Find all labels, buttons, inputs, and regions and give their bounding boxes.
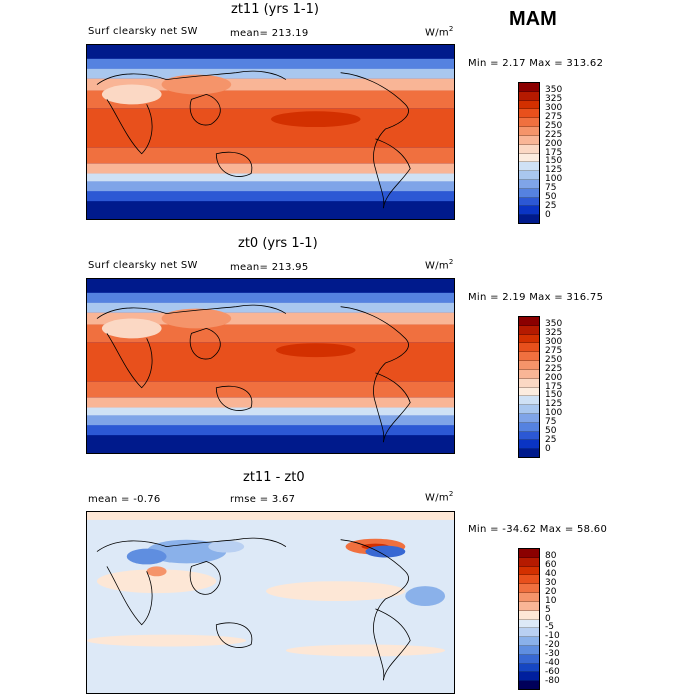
tick-label: 50 — [545, 191, 557, 202]
tick-label: 150 — [545, 390, 563, 401]
tick-label: 80 — [545, 551, 557, 562]
tick-label: -30 — [545, 649, 560, 659]
tick-label: 225 — [545, 363, 563, 374]
tick-label: 75 — [545, 417, 557, 427]
panel2-mean: mean= 213.95 — [230, 262, 309, 273]
tick-label: 250 — [545, 120, 563, 131]
season-label: MAM — [509, 8, 557, 30]
tick-label: 25 — [545, 200, 557, 211]
panel1-mean: mean= 213.19 — [230, 28, 309, 39]
panel3-minmax: Min = -34.62 Max = 58.60 — [468, 524, 608, 535]
tick-label: 125 — [545, 399, 563, 410]
panel1-units: W/m2 — [425, 25, 454, 39]
tick-label: 60 — [545, 560, 557, 571]
panel2-colorbar — [518, 316, 540, 458]
panel1-colorbar-labels: 350 325 300 275 250 225 200 175 150 125 … — [545, 82, 585, 224]
tick-label: 200 — [545, 372, 563, 383]
tick-label: 0 — [545, 443, 551, 454]
tick-label: 0 — [545, 613, 551, 624]
tick-label: -5 — [545, 622, 554, 633]
tick-label: -60 — [545, 666, 560, 677]
tick-label: 150 — [545, 156, 563, 167]
tick-label: 275 — [545, 346, 563, 356]
panel2-title: zt0 (yrs 1-1) — [238, 236, 318, 251]
tick-label: -40 — [545, 657, 560, 668]
tick-label: 225 — [545, 129, 563, 140]
tick-label: 75 — [545, 183, 557, 193]
panel1-minmax: Min = 2.17 Max = 313.62 — [468, 58, 604, 69]
tick-label: 0 — [545, 209, 551, 220]
tick-label: 10 — [545, 595, 557, 606]
panel2-units: W/m2 — [425, 258, 454, 272]
tick-label: 250 — [545, 354, 563, 365]
tick-label: -10 — [545, 631, 560, 642]
panel3-mean: mean = -0.76 — [88, 494, 161, 505]
tick-label: 300 — [545, 103, 563, 114]
tick-label: 350 — [545, 319, 563, 330]
tick-label: 50 — [545, 425, 557, 436]
tick-label: 5 — [545, 604, 551, 615]
panel3-colorbar — [518, 548, 540, 690]
panel3-units: W/m2 — [425, 490, 454, 504]
panel1-map — [86, 44, 455, 220]
panel1-field-label: Surf clearsky net SW — [88, 26, 198, 37]
tick-label: 300 — [545, 337, 563, 348]
panel3-rmse: rmse = 3.67 — [230, 494, 296, 505]
panel3-colorbar-labels: 80 60 40 30 20 10 5 0 -5 -10 -20 -30 -40… — [545, 548, 585, 690]
tick-label: 100 — [545, 408, 563, 419]
panel3-map — [86, 511, 455, 694]
tick-label: 30 — [545, 578, 557, 588]
panel2-field-label: Surf clearsky net SW — [88, 260, 198, 271]
panel1-title: zt11 (yrs 1-1) — [231, 2, 319, 17]
tick-label: 200 — [545, 138, 563, 149]
tick-label: 25 — [545, 434, 557, 445]
tick-label: -80 — [545, 675, 560, 686]
tick-label: -20 — [545, 640, 560, 651]
tick-label: 175 — [545, 381, 563, 392]
panel1-colorbar — [518, 82, 540, 224]
tick-label: 325 — [545, 94, 563, 105]
tick-label: 275 — [545, 112, 563, 122]
tick-label: 125 — [545, 165, 563, 176]
tick-label: 350 — [545, 85, 563, 96]
tick-label: 100 — [545, 174, 563, 185]
tick-label: 325 — [545, 328, 563, 339]
panel2-minmax: Min = 2.19 Max = 316.75 — [468, 292, 604, 303]
panel3-title: zt11 - zt0 — [243, 470, 305, 485]
tick-label: 175 — [545, 147, 563, 158]
panel2-colorbar-labels: 350 325 300 275 250 225 200 175 150 125 … — [545, 316, 585, 458]
panel2-map — [86, 278, 455, 454]
tick-label: 40 — [545, 569, 557, 580]
tick-label: 20 — [545, 586, 557, 597]
